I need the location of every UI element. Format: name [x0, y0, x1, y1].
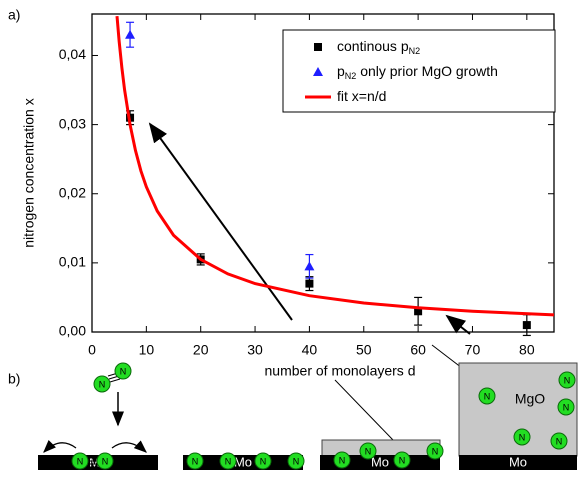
point	[304, 261, 315, 271]
y-axis-label: nitrogen concentration x	[21, 98, 37, 247]
legend-text: N2	[409, 46, 421, 56]
guide-line	[431, 344, 463, 369]
atom-label: N	[99, 379, 106, 389]
atom-label: N	[484, 391, 491, 401]
atom-label: N	[293, 456, 300, 466]
plot-frame	[91, 13, 555, 333]
x-tick-label: 40	[302, 342, 318, 358]
atom-label: N	[432, 446, 439, 456]
atom-label: N	[519, 432, 526, 442]
y-tick-label: 0,00	[59, 323, 86, 339]
x-tick-label: 10	[139, 342, 155, 358]
x-tick-label: 0	[88, 342, 96, 358]
atom-label: N	[102, 456, 109, 466]
x-tick-label: 80	[519, 342, 535, 358]
substrate-label: Mo	[234, 454, 252, 469]
arrow	[43, 440, 77, 453]
atom-label: N	[564, 375, 571, 385]
point	[125, 29, 136, 39]
point	[305, 279, 314, 288]
x-tick-label: 50	[356, 342, 372, 358]
atom	[558, 371, 576, 389]
atom	[513, 428, 531, 446]
legend-swatch	[314, 43, 322, 51]
atom-label: N	[339, 455, 346, 465]
atom-label: N	[365, 446, 372, 456]
legend-text: only prior MgO growth	[356, 63, 498, 79]
y-tick-label: 0,04	[59, 46, 86, 62]
oxide-label: MgO	[515, 391, 545, 407]
x-axis-label: number of monolayers d	[265, 363, 416, 379]
atom	[478, 387, 496, 405]
legend-text: p	[337, 63, 345, 79]
atom-label: N	[556, 436, 563, 446]
atom	[71, 452, 89, 470]
atom	[93, 375, 111, 393]
x-tick-label: 70	[465, 342, 481, 358]
atom-label: N	[192, 456, 199, 466]
substrate-label: Mo	[509, 454, 527, 469]
atom-label: N	[563, 402, 570, 412]
substrate	[459, 455, 577, 470]
atom	[550, 432, 568, 450]
atom	[359, 442, 377, 460]
atom-label: N	[77, 456, 84, 466]
atom	[333, 451, 351, 469]
atom-label: N	[120, 366, 127, 376]
atom	[186, 452, 204, 470]
x-tick-label: 20	[193, 342, 209, 358]
y-tick-label: 0,03	[59, 115, 86, 131]
guide-line	[334, 379, 394, 441]
substrate-label: Mo	[371, 454, 389, 469]
substrate	[183, 455, 303, 470]
arrow	[111, 440, 147, 453]
panel-label: b)	[8, 371, 20, 387]
point	[414, 307, 423, 316]
atom	[426, 442, 444, 460]
atom	[287, 452, 305, 470]
x-tick-label: 60	[410, 342, 426, 358]
atom	[393, 451, 411, 469]
panel-label: a)	[8, 7, 20, 23]
y-tick-label: 0,01	[59, 254, 86, 270]
legend-label: pN2 only prior MgO growth	[337, 63, 498, 82]
atom-label: N	[399, 455, 406, 465]
y-tick-label: 0,02	[59, 184, 86, 200]
arrow	[148, 122, 293, 321]
legend-text: continous p	[337, 38, 409, 54]
atom	[219, 452, 237, 470]
legend-label: fit x=n/d	[337, 88, 386, 104]
atom-label: N	[225, 456, 232, 466]
legend-text: fit x=n/d	[337, 88, 386, 104]
atom	[557, 398, 575, 416]
atom	[96, 452, 114, 470]
legend-text: N2	[345, 71, 357, 81]
atom-label: N	[260, 456, 267, 466]
atom	[114, 362, 132, 380]
point	[522, 321, 531, 330]
fit-line	[115, 15, 555, 317]
legend-swatch	[313, 67, 323, 76]
legend-label: continous pN2	[337, 38, 420, 57]
arrow	[445, 314, 471, 335]
x-tick-label: 30	[247, 342, 263, 358]
atom	[254, 452, 272, 470]
